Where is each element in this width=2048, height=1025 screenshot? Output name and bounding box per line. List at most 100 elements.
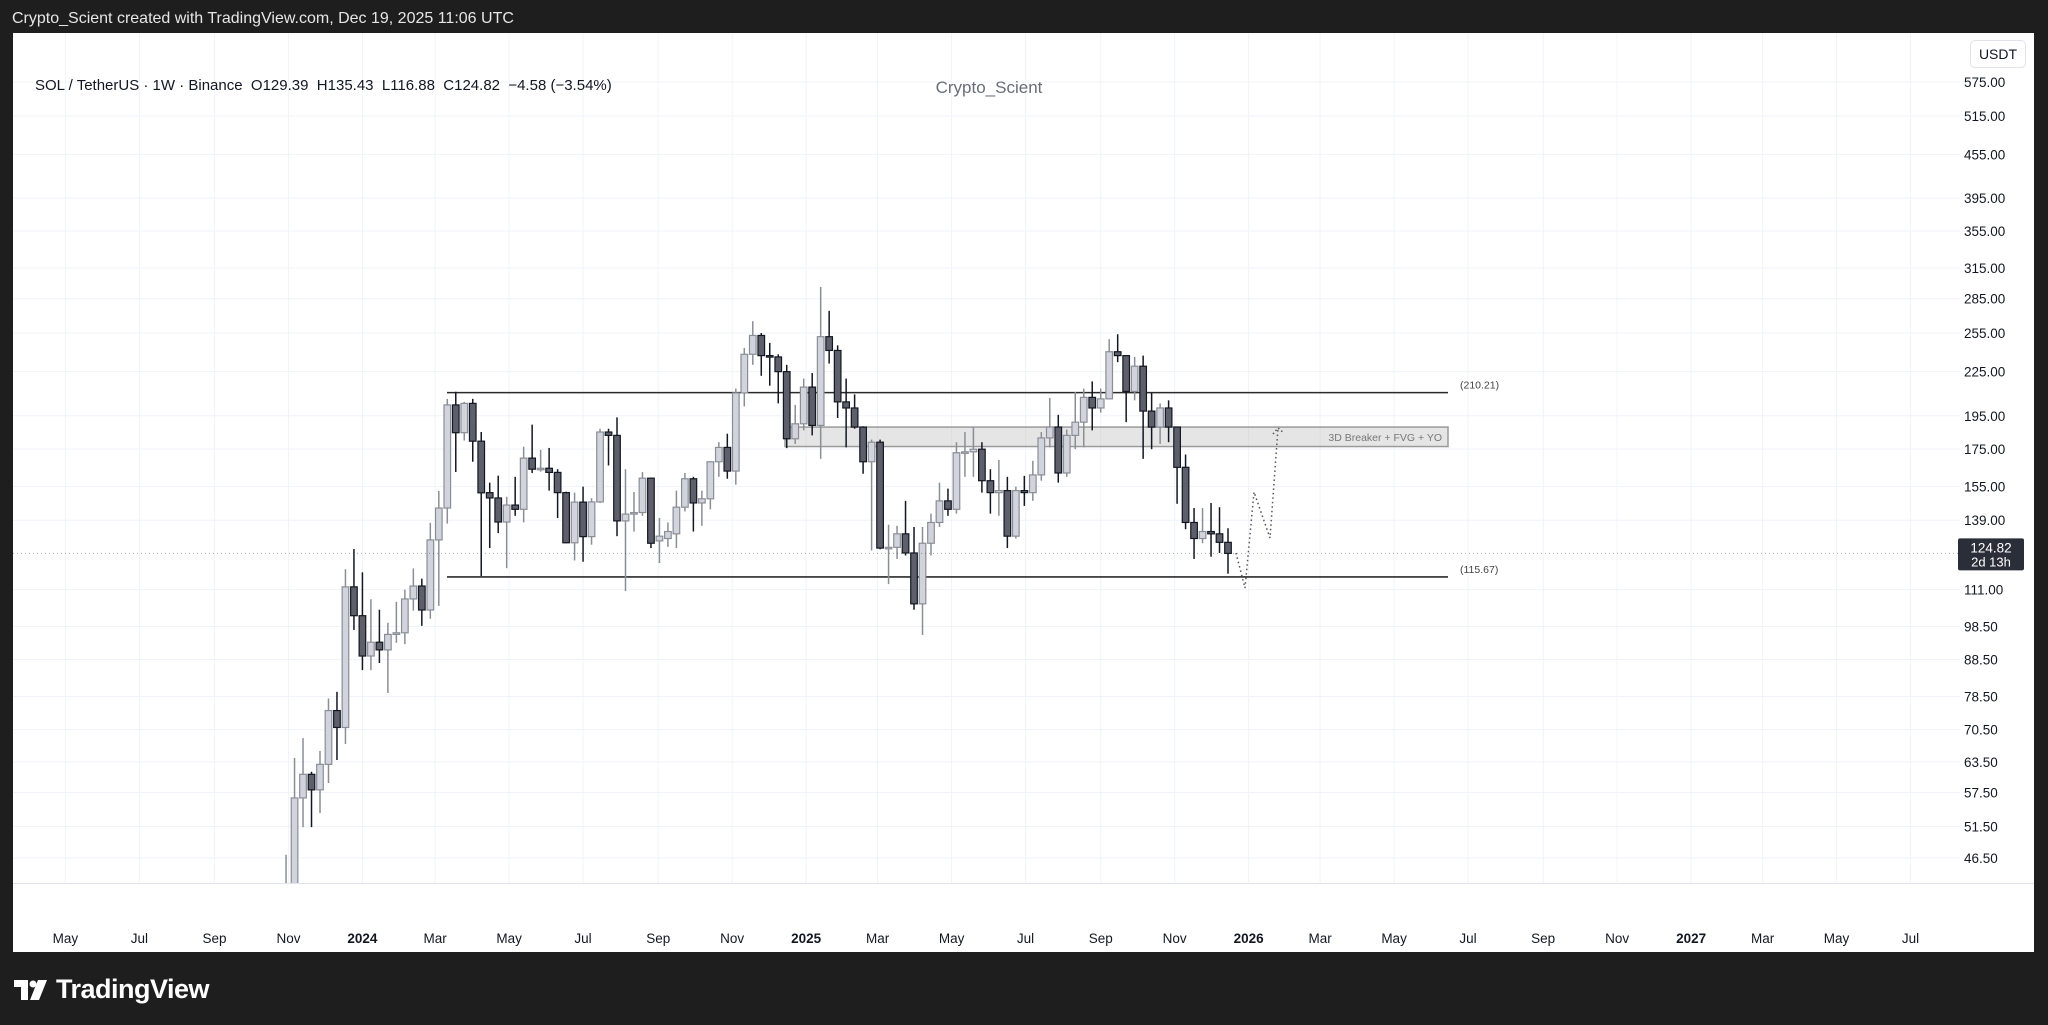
time-tick-label: Mar (424, 931, 448, 946)
candle-body (748, 334, 757, 355)
candle-body (562, 492, 570, 544)
candle-bearish (723, 433, 732, 479)
candle-bullish (383, 622, 392, 693)
candle-bearish (528, 424, 537, 473)
candle-bullish (961, 432, 969, 477)
candle-body (850, 407, 859, 428)
candle-bullish (290, 758, 299, 883)
currency-button[interactable]: USDT (1970, 40, 2026, 68)
time-tick-label: Jul (1459, 931, 1476, 946)
candle-bullish (426, 522, 435, 619)
candle-body (664, 530, 672, 540)
candle-bullish (1156, 403, 1165, 444)
candle-bullish (731, 388, 740, 485)
price-tick-label: 355.00 (1964, 224, 2005, 239)
plot-area (283, 287, 1449, 937)
candle-bearish (647, 477, 655, 549)
candle-bearish (944, 488, 952, 516)
candle-bearish (1190, 508, 1198, 559)
candle-bullish (799, 378, 808, 431)
candle-body (978, 448, 986, 482)
price-tick-label: 575.00 (1964, 75, 2005, 90)
candle-bullish (935, 482, 944, 527)
candle-bullish (706, 461, 715, 510)
projection-arrowhead (1272, 426, 1285, 435)
candle-bearish (876, 439, 884, 550)
candle-body (1037, 437, 1046, 476)
candle-body (1215, 533, 1224, 543)
candle-body (859, 426, 868, 463)
candle-bullish (1071, 392, 1080, 450)
candle-body (1020, 490, 1029, 494)
candle-body (417, 585, 426, 611)
candle-body (833, 349, 842, 403)
price-tick-label: 111.00 (1964, 583, 2003, 598)
candle-body (1003, 490, 1012, 537)
symbol-legend: SOL / TetherUS · 1W · Binance O129.39 H1… (35, 77, 612, 94)
candle-bullish (791, 404, 800, 444)
candle-bearish (579, 486, 587, 562)
candle-bullish (630, 492, 638, 532)
candle-body (638, 477, 647, 514)
candle-bearish (375, 609, 384, 664)
candle-body (969, 448, 978, 453)
candle-body (290, 797, 299, 883)
time-tick-label: May (1824, 931, 1850, 946)
chart-panel[interactable]: 575.00 515.00 455.00 395.00 355.00 315.00 285.… (13, 33, 2034, 952)
time-tick-label: Mar (1751, 931, 1775, 946)
candle-body (553, 471, 562, 494)
candle-bearish (689, 476, 698, 532)
candle-body (1181, 466, 1190, 524)
time-tick-label: Nov (1163, 931, 1187, 946)
candle-bearish (1139, 355, 1148, 459)
candle-bearish (765, 342, 774, 386)
time-tick-label: Sep (1531, 931, 1555, 946)
candle-body (1028, 474, 1037, 494)
candle-bullish (714, 442, 723, 477)
candle-body (1062, 434, 1071, 474)
candle-bearish (307, 771, 316, 828)
candle-body (1105, 351, 1114, 400)
candle-body (825, 336, 834, 352)
candle-bullish (893, 525, 901, 559)
candle-body (545, 467, 554, 474)
candle-body (842, 401, 851, 409)
candle-bullish (1045, 397, 1054, 448)
candle-body (1173, 426, 1181, 468)
candle-bullish (536, 449, 545, 472)
candle-body (816, 336, 825, 427)
candle-bearish (978, 442, 986, 493)
time-tick-label: May (53, 931, 79, 946)
candle-body (333, 709, 341, 729)
candle-bullish (816, 287, 825, 459)
candle-bearish (562, 491, 570, 544)
candle-body (952, 452, 961, 510)
candle-body (283, 889, 290, 937)
candle-body (1156, 407, 1165, 428)
candle-body (358, 615, 367, 657)
candle-body (791, 423, 800, 440)
candle-bullish (367, 599, 375, 671)
candle-bearish (477, 432, 486, 577)
candle-bullish (502, 496, 511, 569)
time-tick-label: Nov (276, 931, 300, 946)
time-tick-label: 2025 (791, 931, 822, 946)
price-tick-label: 139.00 (1964, 513, 2005, 528)
candle-body (1122, 355, 1131, 393)
candle-bearish (1181, 454, 1190, 530)
candle-body (774, 356, 783, 373)
candle-body (655, 535, 664, 542)
price-tick-label: 315.00 (1964, 261, 2005, 276)
candle-body (528, 457, 537, 470)
candle-bearish (494, 475, 503, 534)
candlestick-chart[interactable]: 575.00 515.00 455.00 395.00 355.00 315.00 285.… (13, 33, 2034, 952)
candle-bearish (782, 364, 791, 449)
time-tick-label: Jul (1902, 931, 1919, 946)
candle-body (613, 434, 621, 522)
candle-bearish (1088, 381, 1097, 431)
candle-body (307, 773, 316, 791)
level-price-label: (210.21) (1460, 380, 1499, 392)
tradingview-logo[interactable]: TradingView (14, 974, 210, 1005)
candle-body (434, 507, 443, 541)
candle-body (1088, 396, 1097, 409)
